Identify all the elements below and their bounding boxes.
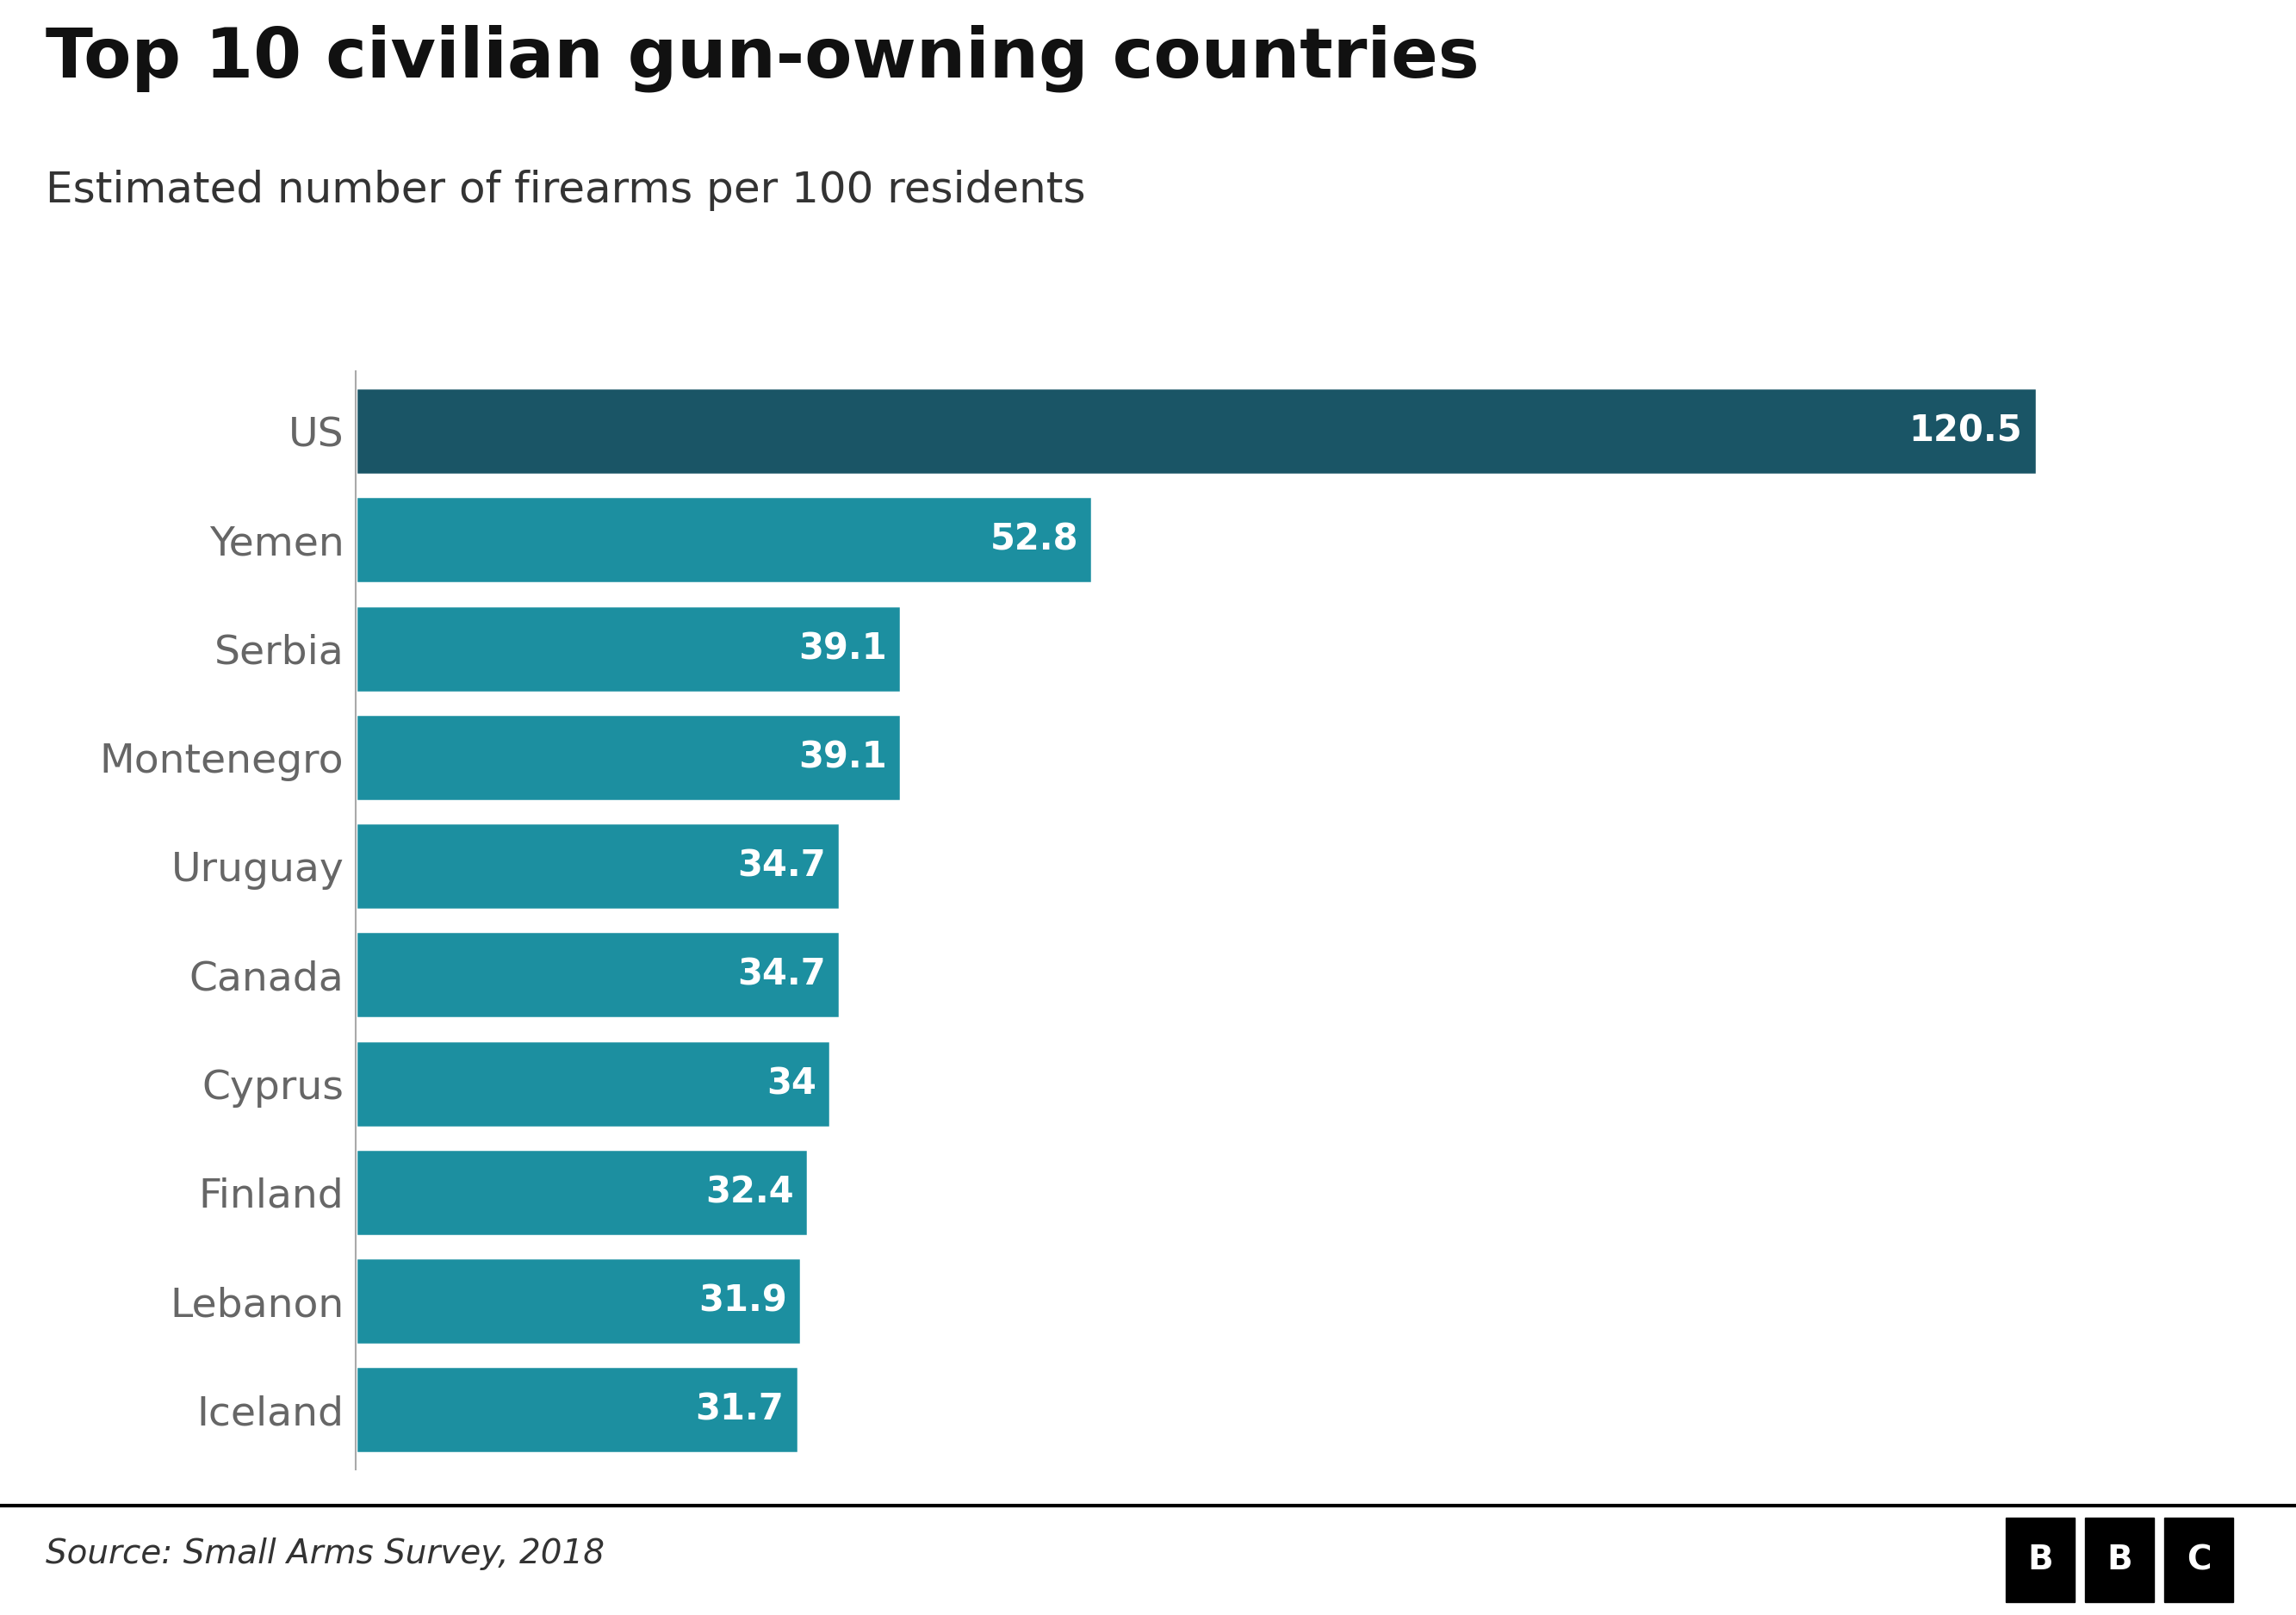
- Text: Top 10 civilian gun-owning countries: Top 10 civilian gun-owning countries: [46, 24, 1479, 92]
- Bar: [356, 1040, 831, 1127]
- Text: 32.4: 32.4: [705, 1174, 794, 1211]
- Text: 34: 34: [767, 1066, 815, 1101]
- Text: 39.1: 39.1: [799, 630, 886, 667]
- Text: 120.5: 120.5: [1908, 413, 2023, 449]
- Text: 31.7: 31.7: [696, 1392, 783, 1428]
- Bar: [356, 388, 2037, 475]
- Bar: [356, 496, 1093, 583]
- Bar: [2165, 1518, 2234, 1602]
- Bar: [356, 714, 900, 801]
- Bar: [356, 1366, 799, 1454]
- Text: Estimated number of firearms per 100 residents: Estimated number of firearms per 100 res…: [46, 170, 1086, 212]
- Text: Source: Small Arms Survey, 2018: Source: Small Arms Survey, 2018: [46, 1537, 604, 1570]
- Text: B: B: [2108, 1544, 2133, 1576]
- Bar: [356, 1258, 801, 1345]
- Bar: [356, 932, 840, 1019]
- Text: 39.1: 39.1: [799, 740, 886, 775]
- Text: 52.8: 52.8: [990, 522, 1079, 559]
- Bar: [2007, 1518, 2076, 1602]
- Bar: [356, 822, 840, 909]
- Bar: [356, 1148, 808, 1235]
- Text: 31.9: 31.9: [698, 1282, 788, 1319]
- Text: 34.7: 34.7: [737, 956, 827, 993]
- Text: 34.7: 34.7: [737, 848, 827, 885]
- Text: C: C: [2186, 1544, 2211, 1576]
- Bar: [356, 606, 900, 693]
- Text: B: B: [2027, 1544, 2053, 1576]
- Bar: [2085, 1518, 2154, 1602]
